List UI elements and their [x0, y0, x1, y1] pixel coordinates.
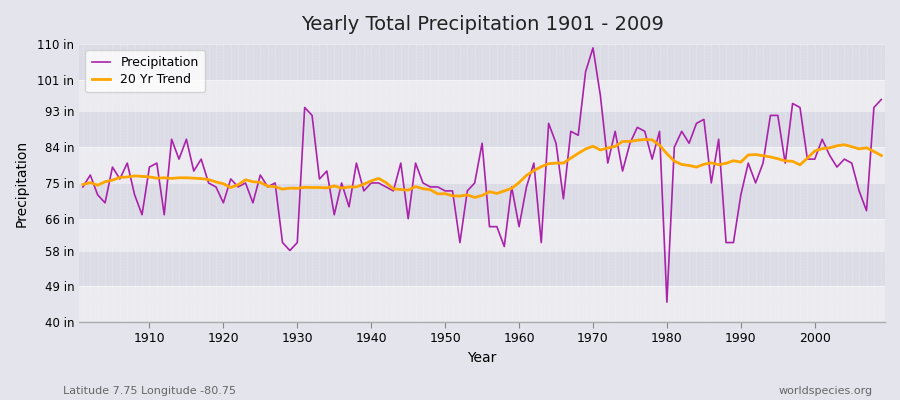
- Bar: [79, 286, 885, 322]
- Bar: [79, 147, 885, 183]
- Bar: [79, 80, 885, 112]
- Bar: [79, 250, 885, 286]
- Precipitation: [588, 46, 598, 50]
- Precipitation: [300, 105, 310, 110]
- 20 Yr Trend: [469, 195, 480, 200]
- 20 Yr Trend: [521, 173, 532, 178]
- 20 Yr Trend: [137, 174, 148, 179]
- Bar: [79, 183, 885, 219]
- 20 Yr Trend: [344, 184, 355, 189]
- Precipitation: [507, 184, 517, 189]
- Bar: [79, 112, 885, 147]
- Precipitation: [137, 212, 148, 217]
- 20 Yr Trend: [876, 153, 886, 158]
- 20 Yr Trend: [77, 182, 88, 187]
- 20 Yr Trend: [514, 180, 525, 185]
- Line: Precipitation: Precipitation: [83, 48, 881, 302]
- Precipitation: [610, 129, 621, 134]
- Bar: [79, 44, 885, 80]
- Line: 20 Yr Trend: 20 Yr Trend: [83, 140, 881, 198]
- 20 Yr Trend: [610, 144, 621, 149]
- Text: Latitude 7.75 Longitude -80.75: Latitude 7.75 Longitude -80.75: [63, 386, 236, 396]
- 20 Yr Trend: [639, 137, 650, 142]
- Precipitation: [876, 97, 886, 102]
- Precipitation: [344, 204, 355, 209]
- Title: Yearly Total Precipitation 1901 - 2009: Yearly Total Precipitation 1901 - 2009: [301, 15, 663, 34]
- Y-axis label: Precipitation: Precipitation: [15, 139, 29, 226]
- Precipitation: [77, 184, 88, 189]
- Bar: [79, 219, 885, 250]
- 20 Yr Trend: [300, 185, 310, 190]
- Precipitation: [514, 224, 525, 229]
- Precipitation: [662, 300, 672, 304]
- Legend: Precipitation, 20 Yr Trend: Precipitation, 20 Yr Trend: [86, 50, 205, 92]
- Text: worldspecies.org: worldspecies.org: [778, 386, 873, 396]
- X-axis label: Year: Year: [467, 351, 497, 365]
